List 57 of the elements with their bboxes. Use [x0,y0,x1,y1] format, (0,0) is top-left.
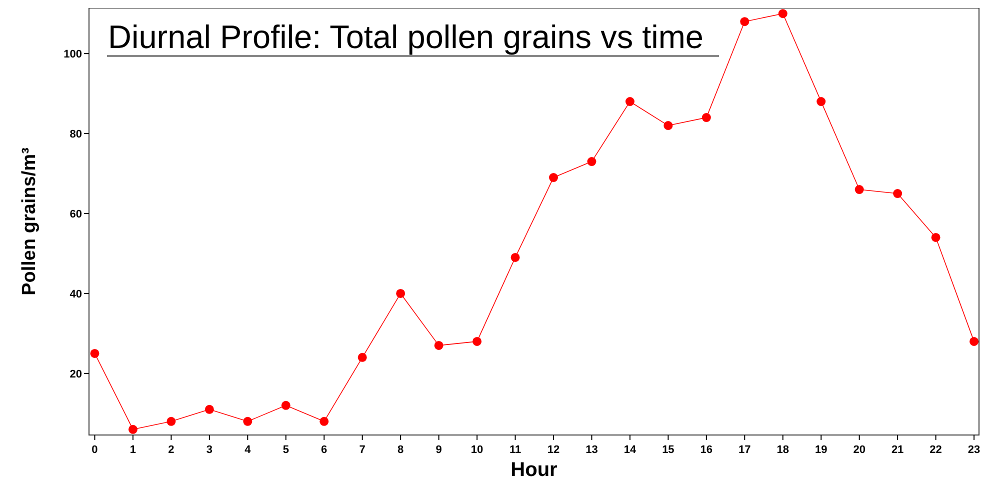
point [434,340,444,350]
point [625,97,634,106]
point [893,189,902,198]
x-tick-label: 22 [930,444,942,456]
y-tick-label: 80 [70,128,82,141]
point [90,348,100,358]
x-tick-label: 15 [662,444,674,456]
x-tick-label: 14 [624,444,637,456]
x-tick-label: 19 [814,444,828,456]
point [702,113,711,122]
point [587,157,596,166]
x-tick-label: 3 [206,444,212,456]
x-tick-label: 20 [853,444,866,456]
x-tick-label: 10 [470,444,484,456]
point [664,121,673,130]
point [320,416,329,426]
point [281,400,290,410]
point [166,416,176,426]
y-tick-label: 60 [70,208,82,221]
point [970,336,979,346]
x-tick-label: 21 [891,444,904,456]
point [204,404,214,414]
point [510,252,520,262]
point [396,288,406,298]
point [854,185,864,194]
x-tick-label: 23 [968,444,980,456]
point [358,352,367,362]
x-tick-label: 0 [92,444,98,456]
point [243,416,252,426]
point [472,336,482,346]
y-tick-label: 40 [70,288,82,300]
x-tick-label: 9 [436,444,442,456]
x-tick-label: 6 [321,444,328,456]
point [740,17,750,26]
x-tick-label: 2 [168,444,174,456]
y-tick-label: 100 [64,48,82,61]
y-axis-title: Pollen grains/m³ [19,148,40,296]
x-tick-label: 11 [509,444,522,456]
chart-title: Diurnal Profile: Total pollen grains vs time [108,19,704,55]
x-tick-label: 4 [244,444,252,456]
x-tick-label: 12 [547,444,560,456]
point [128,424,138,434]
line-series [90,9,979,434]
x-axis-title: Hour [510,459,558,481]
x-tick-label: 16 [700,444,713,456]
point [931,232,940,242]
x-tick-label: 8 [398,444,404,456]
point [548,173,558,182]
x-tick-label: 7 [359,444,366,456]
y-tick-label: 20 [70,368,82,380]
x-tick-label: 1 [130,444,136,456]
x-tick-label: 13 [586,444,598,456]
x-tick-label: 5 [282,444,289,456]
point [816,97,826,106]
x-tick-label: 17 [738,444,751,456]
x-tick-label: 18 [776,444,790,456]
point [778,9,788,18]
